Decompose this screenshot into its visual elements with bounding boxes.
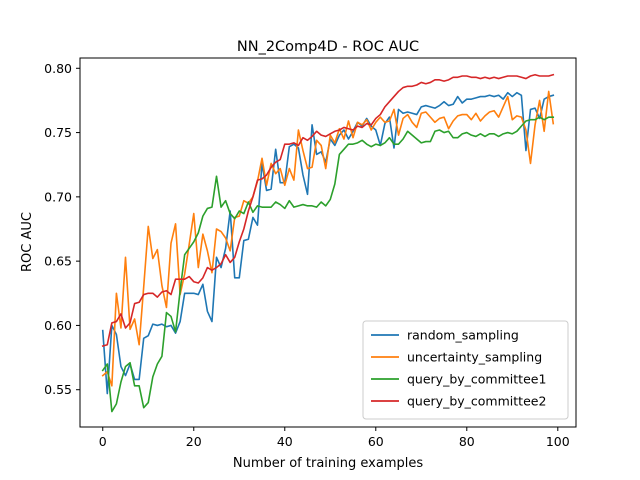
y-axis: 0.55 0.60 0.65 0.70 0.75 0.80: [44, 61, 80, 397]
x-tick-label: 100: [546, 434, 570, 449]
axes-frame: [79, 57, 577, 428]
plot-area: [79, 57, 577, 428]
legend-entry: query_by_committee2: [407, 394, 546, 409]
series-line-uncertainty-sampling: [101, 90, 555, 387]
y-tick-label: 0.80: [44, 61, 72, 76]
y-tick-label: 0.55: [44, 382, 72, 397]
y-tick-label: 0.65: [44, 254, 72, 269]
x-tick-label: 80: [459, 434, 475, 449]
x-axis-label: Number of training examples: [233, 456, 423, 471]
legend: random_sampling uncertainty_samplingquery…: [362, 320, 569, 420]
series-line-query-by-committee2: [101, 73, 555, 347]
x-axis: 0 20 40 60 80 100: [99, 427, 570, 449]
chart-title: NN_2Comp4D - ROC AUC: [237, 39, 419, 55]
x-tick-label: 20: [186, 434, 202, 449]
x-tick-label: 60: [368, 434, 384, 449]
x-tick-label: 40: [277, 434, 293, 449]
x-tick-label: 0: [99, 434, 107, 449]
y-tick-label: 0.60: [44, 318, 72, 333]
y-tick-label: 0.70: [44, 189, 72, 204]
legend-entry: uncertainty_sampling: [407, 350, 542, 365]
series-lines: [101, 73, 555, 413]
legend-entry: random_sampling: [407, 328, 519, 343]
series-line-query-by-committee1: [101, 116, 555, 413]
legend-box: [362, 320, 569, 420]
legend-entry: query_by_committee1: [407, 372, 546, 387]
y-tick-label: 0.75: [44, 125, 72, 140]
y-axis-label: ROC AUC: [20, 212, 35, 272]
